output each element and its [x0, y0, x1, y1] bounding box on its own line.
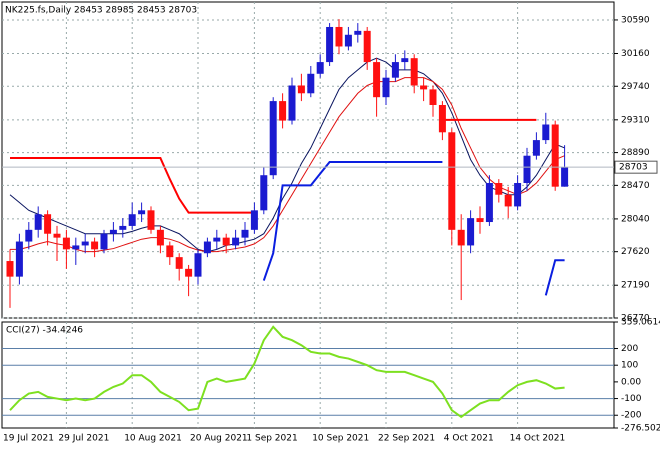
x-tick-label: 1 Sep 2021	[246, 434, 297, 444]
line	[10, 77, 565, 253]
x-tick-label: 22 Sep 2021	[378, 434, 435, 444]
line	[262, 160, 565, 296]
candle-body	[25, 229, 33, 242]
candle-body	[203, 241, 211, 254]
y-tick-label: -276.5023	[621, 424, 660, 434]
candle-body	[363, 30, 371, 63]
y-tick-label: 359.0614	[621, 318, 660, 328]
candle-body	[476, 218, 484, 223]
candle-body	[185, 268, 193, 277]
candle-body	[194, 253, 202, 277]
line	[9, 57, 565, 253]
candle-body	[373, 62, 381, 98]
candle-body	[175, 257, 183, 269]
y-tick-label: 200	[621, 344, 638, 354]
indicator-title: CCI(27) -34.4246	[6, 326, 83, 336]
candle-body	[260, 175, 268, 211]
candle-body	[109, 229, 117, 234]
candle-body	[335, 26, 343, 47]
y-tick-label: -100	[621, 394, 642, 404]
candle-body	[316, 62, 324, 74]
candle-body	[15, 241, 23, 277]
candle-body	[420, 85, 428, 90]
candle-body	[6, 261, 14, 277]
candle-body	[504, 194, 512, 207]
last-price-label: 28703	[619, 163, 648, 173]
candle-body	[495, 183, 503, 195]
y-tick-label: 27190	[621, 281, 650, 291]
candle-body	[156, 229, 164, 246]
candle-body	[288, 85, 296, 121]
y-tick-label: 0.00	[621, 377, 641, 387]
candle-body	[448, 132, 456, 230]
y-tick-label: 29310	[621, 115, 650, 125]
candle-body	[91, 241, 99, 250]
y-tick-label: 30160	[621, 49, 650, 59]
x-tick-label: 29 Jul 2021	[58, 434, 109, 444]
y-tick-label: 30590	[621, 15, 650, 25]
chart-title: NK225.fs,Daily 28453 28985 28453 28703	[5, 6, 197, 16]
y-tick-label: 29740	[621, 82, 650, 92]
candle-body	[532, 140, 540, 156]
candle-body	[147, 210, 155, 230]
y-tick-label: 100	[621, 361, 638, 371]
candle-body	[457, 229, 465, 246]
x-tick-label: 19 Jul 2021	[3, 434, 54, 444]
candle-body	[401, 58, 409, 63]
candle-body	[551, 124, 559, 187]
candle-body	[81, 241, 89, 246]
candle-body	[344, 34, 352, 47]
candle-body	[232, 237, 240, 246]
candle-body	[523, 155, 531, 184]
y-tick-label: 28890	[621, 148, 650, 158]
candle-body	[222, 237, 230, 246]
candle-body	[138, 210, 146, 215]
x-tick-label: 10 Aug 2021	[124, 434, 182, 444]
candle-body	[72, 245, 80, 250]
candle-body	[542, 124, 550, 141]
candle-body	[34, 214, 42, 230]
main-panel	[1, 1, 615, 319]
candle-body	[269, 101, 277, 176]
candle-body	[514, 183, 522, 207]
candle-body	[410, 58, 418, 86]
candle-body	[100, 233, 108, 250]
candle-body	[297, 85, 305, 94]
candle-body	[279, 101, 287, 121]
x-tick-label: 10 Sep 2021	[312, 434, 369, 444]
candle-body	[62, 237, 70, 250]
y-tick-label: 28470	[621, 181, 650, 191]
candle-body	[326, 26, 334, 63]
x-tick-label: 20 Aug 2021	[190, 434, 248, 444]
candle-body	[53, 233, 61, 238]
x-tick-label: 14 Oct 2021	[510, 434, 566, 444]
candle-body	[213, 237, 221, 242]
candle-body	[250, 210, 258, 230]
candle-body	[354, 30, 362, 35]
candle-body	[561, 167, 569, 187]
x-tick-label: 4 Oct 2021	[444, 434, 494, 444]
last-price-box	[614, 160, 658, 174]
candle-body	[241, 229, 249, 238]
candle-body	[307, 73, 315, 94]
cci-panel	[1, 321, 615, 429]
candle-body	[382, 77, 390, 98]
y-tick-label: 28040	[621, 214, 650, 224]
y-tick-label: 27620	[621, 247, 650, 257]
candle-body	[429, 89, 437, 105]
candle-body	[44, 214, 52, 234]
line	[9, 325, 565, 419]
candle-body	[485, 183, 493, 223]
candle-body	[128, 214, 136, 226]
candle-body	[166, 245, 174, 258]
candle-body	[438, 104, 446, 133]
y-tick-label: -200	[621, 411, 642, 421]
candle-body	[391, 62, 399, 78]
y-tick-label: 26770	[621, 314, 650, 324]
candle-body	[119, 225, 127, 230]
line	[10, 118, 537, 214]
candle-body	[467, 218, 475, 246]
